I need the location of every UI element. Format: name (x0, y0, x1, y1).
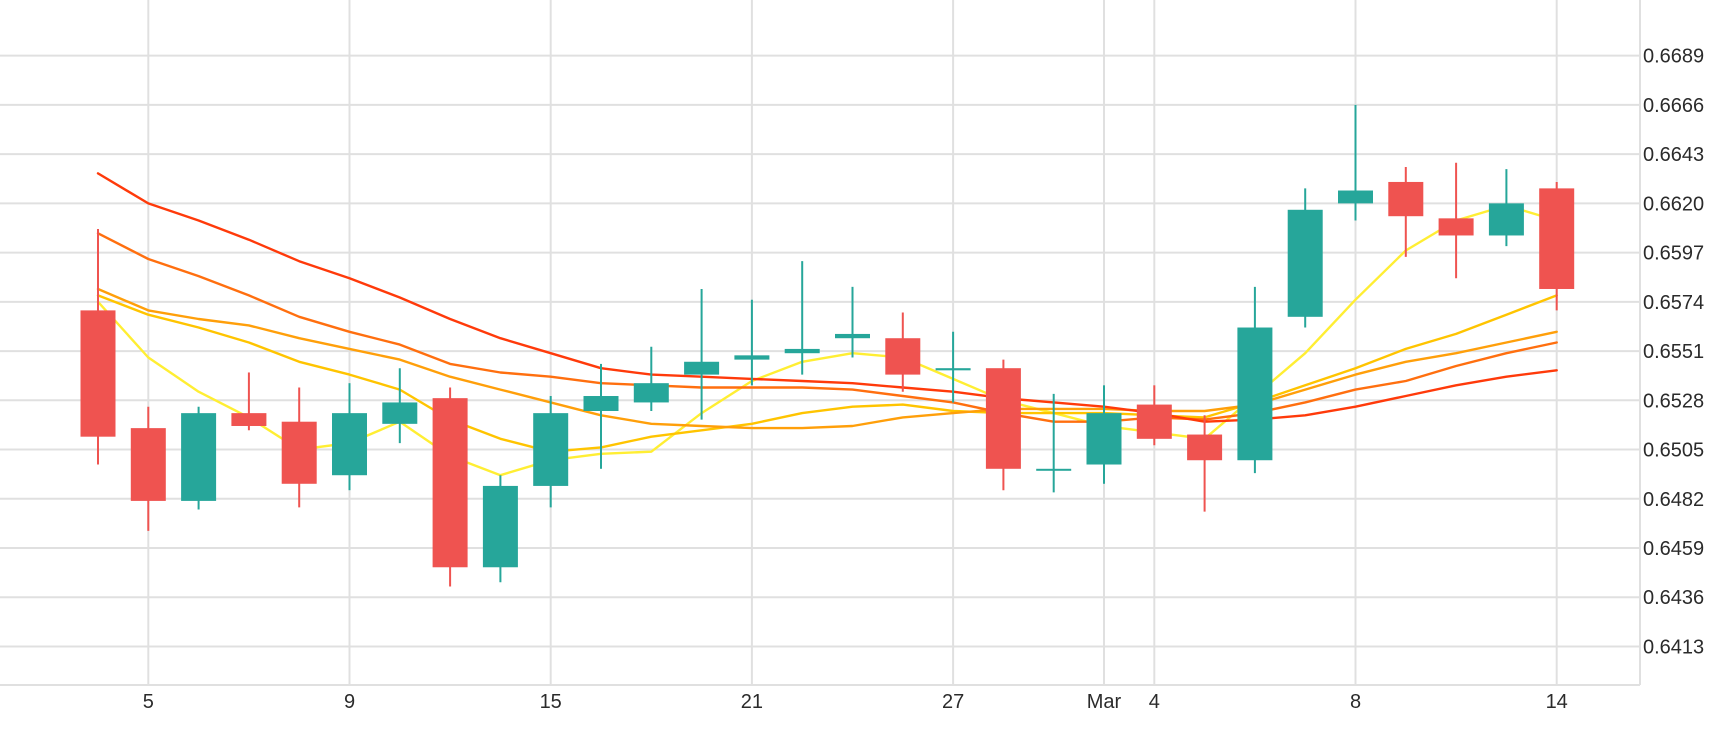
candle-body (935, 368, 971, 371)
candle-up (583, 363, 619, 469)
candle-up (1086, 385, 1122, 484)
candle-up (734, 299, 770, 386)
candle-up (482, 475, 518, 583)
candle-body (482, 485, 518, 568)
candle-down (1136, 385, 1172, 446)
candle-body (885, 338, 921, 375)
candle-body (1136, 404, 1172, 439)
x-tick-label: 8 (1350, 691, 1361, 713)
candle-body (382, 402, 418, 424)
candle-down (80, 229, 116, 465)
candle-down (985, 359, 1021, 491)
candle-body (1036, 468, 1072, 471)
moving-average-lines (96, 172, 1558, 477)
candle-down (1187, 415, 1223, 512)
candle-up (1036, 393, 1072, 493)
candle-up (784, 261, 820, 375)
candle-up (633, 346, 669, 411)
candle-up (181, 406, 217, 510)
ma-line-3 (96, 287, 1558, 430)
candle-body (1187, 434, 1223, 461)
candle-body (533, 413, 569, 486)
candle-down (1539, 181, 1575, 311)
candle-body (1388, 181, 1424, 217)
ma-line-5 (96, 172, 1558, 423)
candle-body (1237, 327, 1273, 461)
candle-up (935, 331, 971, 403)
candle-down (281, 387, 317, 508)
candle-body (583, 396, 619, 411)
candle-body (835, 333, 870, 339)
y-tick-label: 0.6528 (1643, 390, 1704, 412)
candle-up (1338, 104, 1373, 221)
x-tick-label: 4 (1149, 691, 1160, 713)
y-tick-label: 0.6505 (1643, 440, 1704, 462)
candle-up (332, 383, 367, 491)
y-tick-label: 0.6620 (1643, 193, 1704, 215)
y-tick-label: 0.6482 (1643, 489, 1704, 511)
candle-up (1287, 188, 1323, 328)
y-tick-label: 0.6436 (1643, 587, 1704, 609)
candle-down (1438, 162, 1474, 279)
y-tick-label: 0.6597 (1643, 243, 1704, 265)
x-tick-label: 5 (143, 691, 154, 713)
candle-body (633, 383, 669, 403)
candle-body (1287, 209, 1323, 317)
y-tick-label: 0.6459 (1643, 538, 1704, 560)
ma-line-2 (96, 294, 1558, 453)
candle-up (382, 368, 418, 444)
candle-body (1539, 188, 1575, 289)
y-tick-label: 0.6689 (1643, 46, 1704, 68)
candle-down (231, 372, 267, 431)
candle-body (80, 310, 116, 437)
candle-down (1388, 166, 1424, 257)
candle-down (130, 406, 166, 531)
candle-body (432, 398, 468, 568)
candle-body (1438, 218, 1474, 236)
candle-body (130, 428, 166, 501)
ma-line-1 (96, 204, 1558, 477)
candle-body (1488, 203, 1524, 236)
candle-body (181, 413, 217, 501)
candle-up (1237, 286, 1273, 474)
x-tick-label: 27 (942, 691, 964, 713)
y-tick-label: 0.6643 (1643, 144, 1704, 166)
candle-body (985, 368, 1021, 469)
candle-down (432, 387, 468, 587)
candles (80, 104, 1575, 587)
x-tick-label: 14 (1546, 691, 1568, 713)
candle-up (684, 288, 720, 420)
candle-body (734, 355, 770, 360)
candle-body (332, 413, 367, 476)
y-tick-label: 0.6413 (1643, 636, 1704, 658)
axes: 0.6413 0.6436 0.6459 0.6482 0.6505 0.6528 0.65… (143, 46, 1704, 713)
candle-body (684, 361, 720, 375)
y-tick-label: 0.6574 (1643, 292, 1704, 314)
candle-body (1086, 413, 1122, 465)
x-tick-label: Mar (1087, 691, 1122, 713)
x-tick-label: 9 (344, 691, 355, 713)
candle-up (1488, 169, 1524, 247)
candle-body (231, 413, 267, 426)
candle-body (1338, 190, 1373, 204)
y-tick-label: 0.6666 (1643, 95, 1704, 117)
candle-body (784, 348, 820, 354)
candle-up (835, 286, 870, 358)
ma-line-4 (96, 232, 1558, 423)
candle-body (281, 421, 317, 484)
x-tick-label: 15 (540, 691, 562, 713)
y-tick-label: 0.6551 (1643, 341, 1704, 363)
candle-up (533, 396, 569, 508)
x-tick-label: 21 (741, 691, 763, 713)
candle-down (885, 312, 921, 392)
